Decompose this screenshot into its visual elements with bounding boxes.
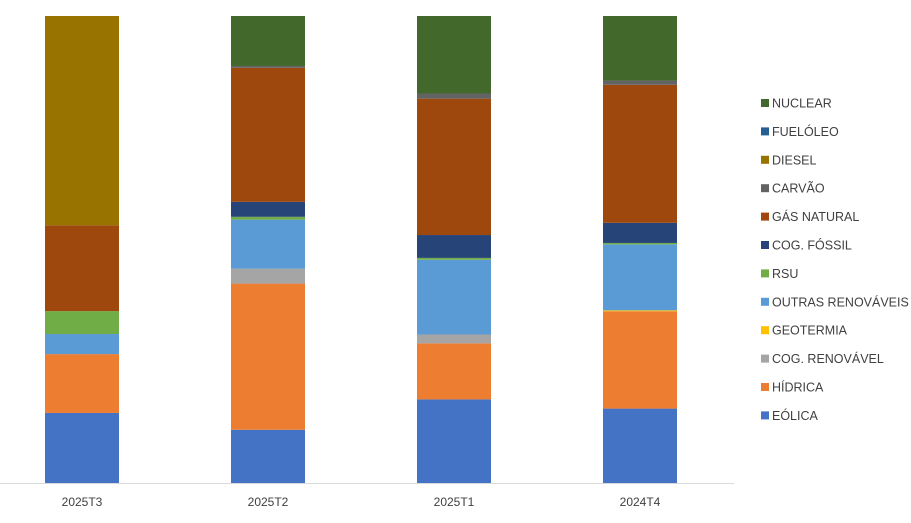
bar-segment-2024t4-nuclear xyxy=(603,16,677,81)
bar-segment-2025t3-eolica xyxy=(45,412,119,483)
legend-item-outras-renovaveis: OUTRAS RENOVÁVEIS xyxy=(761,294,909,309)
legend-swatch xyxy=(761,212,769,221)
legend-label: HÍDRICA xyxy=(772,380,824,395)
bar-segment-2025t2-nuclear xyxy=(231,16,305,66)
legend-label: CARVÃO xyxy=(772,182,825,196)
legend-label: OUTRAS RENOVÁVEIS xyxy=(772,294,909,309)
bar-segment-2025t2-gas-natural xyxy=(231,67,305,202)
legend-label: FUELÓLEO xyxy=(772,124,839,139)
bar-segment-2024t4-cog-fossil xyxy=(603,222,677,243)
bar-segment-2024t4-outras-renovaveis xyxy=(603,244,677,311)
legend: NUCLEAR FUELÓLEO DIESEL CARVÃO GÁS NATURAL CO… xyxy=(761,97,909,423)
bar-segment-2024t4-carvao xyxy=(603,80,677,85)
legend-item-fueloleo: FUELÓLEO xyxy=(761,124,839,139)
legend-label: RSU xyxy=(772,267,798,281)
x-tick-labels: 2025T3 2025T2 2025T1 2024T4 xyxy=(62,495,661,509)
bar-segment-2025t3-gas-natural xyxy=(45,225,119,312)
legend-label: DIESEL xyxy=(772,153,817,167)
bar-segment-2025t1-gas-natural xyxy=(417,98,491,236)
x-tick-label: 2024T4 xyxy=(620,495,661,509)
legend-item-hidrica: HÍDRICA xyxy=(761,380,824,395)
bar-segment-2025t1-outras-renovaveis xyxy=(417,259,491,335)
bar-segment-2025t1-carvao xyxy=(417,93,491,99)
legend-label: GÁS NATURAL xyxy=(772,209,859,224)
legend-swatch xyxy=(761,383,769,391)
bar-segment-2025t1-eolica xyxy=(417,399,491,483)
bar-segment-2025t1-cog-fossil xyxy=(417,235,491,258)
bar-segment-2024t4-eolica xyxy=(603,408,677,483)
bar-segment-2025t2-hidrica xyxy=(231,283,305,430)
legend-item-eolica: EÓLICA xyxy=(761,408,819,423)
legend-item-rsu: RSU xyxy=(761,267,798,281)
legend-swatch xyxy=(761,354,769,363)
x-tick-label: 2025T3 xyxy=(62,495,103,509)
legend-swatch xyxy=(761,241,769,249)
bar-segment-2025t3-hidrica xyxy=(45,354,119,413)
legend-item-gas-natural: GÁS NATURAL xyxy=(761,209,859,224)
legend-swatch xyxy=(761,269,769,278)
legend-swatch xyxy=(761,326,769,335)
legend-swatch xyxy=(761,99,769,107)
legend-swatch xyxy=(761,127,769,136)
legend-swatch xyxy=(761,155,769,164)
legend-item-cog-fossil: COG. FÓSSIL xyxy=(761,238,852,253)
legend-label: NUCLEAR xyxy=(772,97,832,111)
bar-segment-2025t1-hidrica xyxy=(417,343,491,400)
legend-label: EÓLICA xyxy=(772,408,819,423)
bar-segment-2025t1-cog-renovavel xyxy=(417,334,491,344)
bar-segment-2025t2-eolica xyxy=(231,429,305,483)
bar-segment-2025t2-carvao xyxy=(231,65,305,68)
legend-swatch xyxy=(761,297,769,306)
legend-item-carvao: CARVÃO xyxy=(761,182,825,196)
bar-segment-2025t3-diesel xyxy=(45,16,119,226)
bar-segment-2025t2-rsu xyxy=(231,216,305,220)
legend-item-nuclear: NUCLEAR xyxy=(761,97,832,111)
legend-label: GEOTERMIA xyxy=(772,324,848,338)
legend-item-geotermia: GEOTERMIA xyxy=(761,324,848,338)
bar-segment-2025t2-outras-renovaveis xyxy=(231,219,305,269)
legend-label: COG. RENOVÁVEL xyxy=(772,351,884,366)
legend-swatch xyxy=(761,184,769,193)
bar-segment-2025t1-nuclear xyxy=(417,16,491,94)
legend-label: COG. FÓSSIL xyxy=(772,238,852,253)
bar-segment-2024t4-gas-natural xyxy=(603,84,677,223)
bar-segment-2025t3-outras-renovaveis xyxy=(45,334,119,355)
legend-item-cog-renovavel: COG. RENOVÁVEL xyxy=(761,351,884,366)
legend-item-diesel: DIESEL xyxy=(761,153,817,167)
bar-segment-2024t4-geotermia xyxy=(603,310,677,312)
bar-segment-2024t4-rsu xyxy=(603,242,677,245)
legend-swatch xyxy=(761,411,769,420)
bar-segment-2025t3-rsu xyxy=(45,311,119,335)
bars-layer xyxy=(45,16,677,483)
x-tick-label: 2025T2 xyxy=(248,495,289,509)
bar-segment-2025t2-cog-renovavel xyxy=(231,268,305,284)
bar-segment-2025t2-cog-fossil xyxy=(231,201,305,217)
bar-segment-2024t4-hidrica xyxy=(603,311,677,409)
bar-segment-2025t1-rsu xyxy=(417,257,491,260)
x-tick-label: 2025T1 xyxy=(434,495,475,509)
